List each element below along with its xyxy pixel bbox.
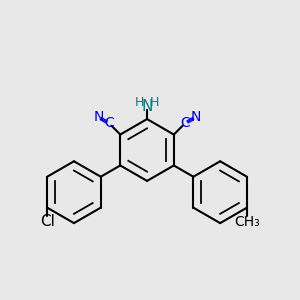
Text: C: C [180,116,190,130]
Text: H: H [135,95,144,109]
Text: N: N [141,99,153,114]
Text: CH₃: CH₃ [234,215,260,230]
Text: N: N [190,110,201,124]
Text: Cl: Cl [40,214,55,229]
Text: N: N [93,110,103,124]
Text: C: C [104,116,114,130]
Text: H: H [150,95,159,109]
